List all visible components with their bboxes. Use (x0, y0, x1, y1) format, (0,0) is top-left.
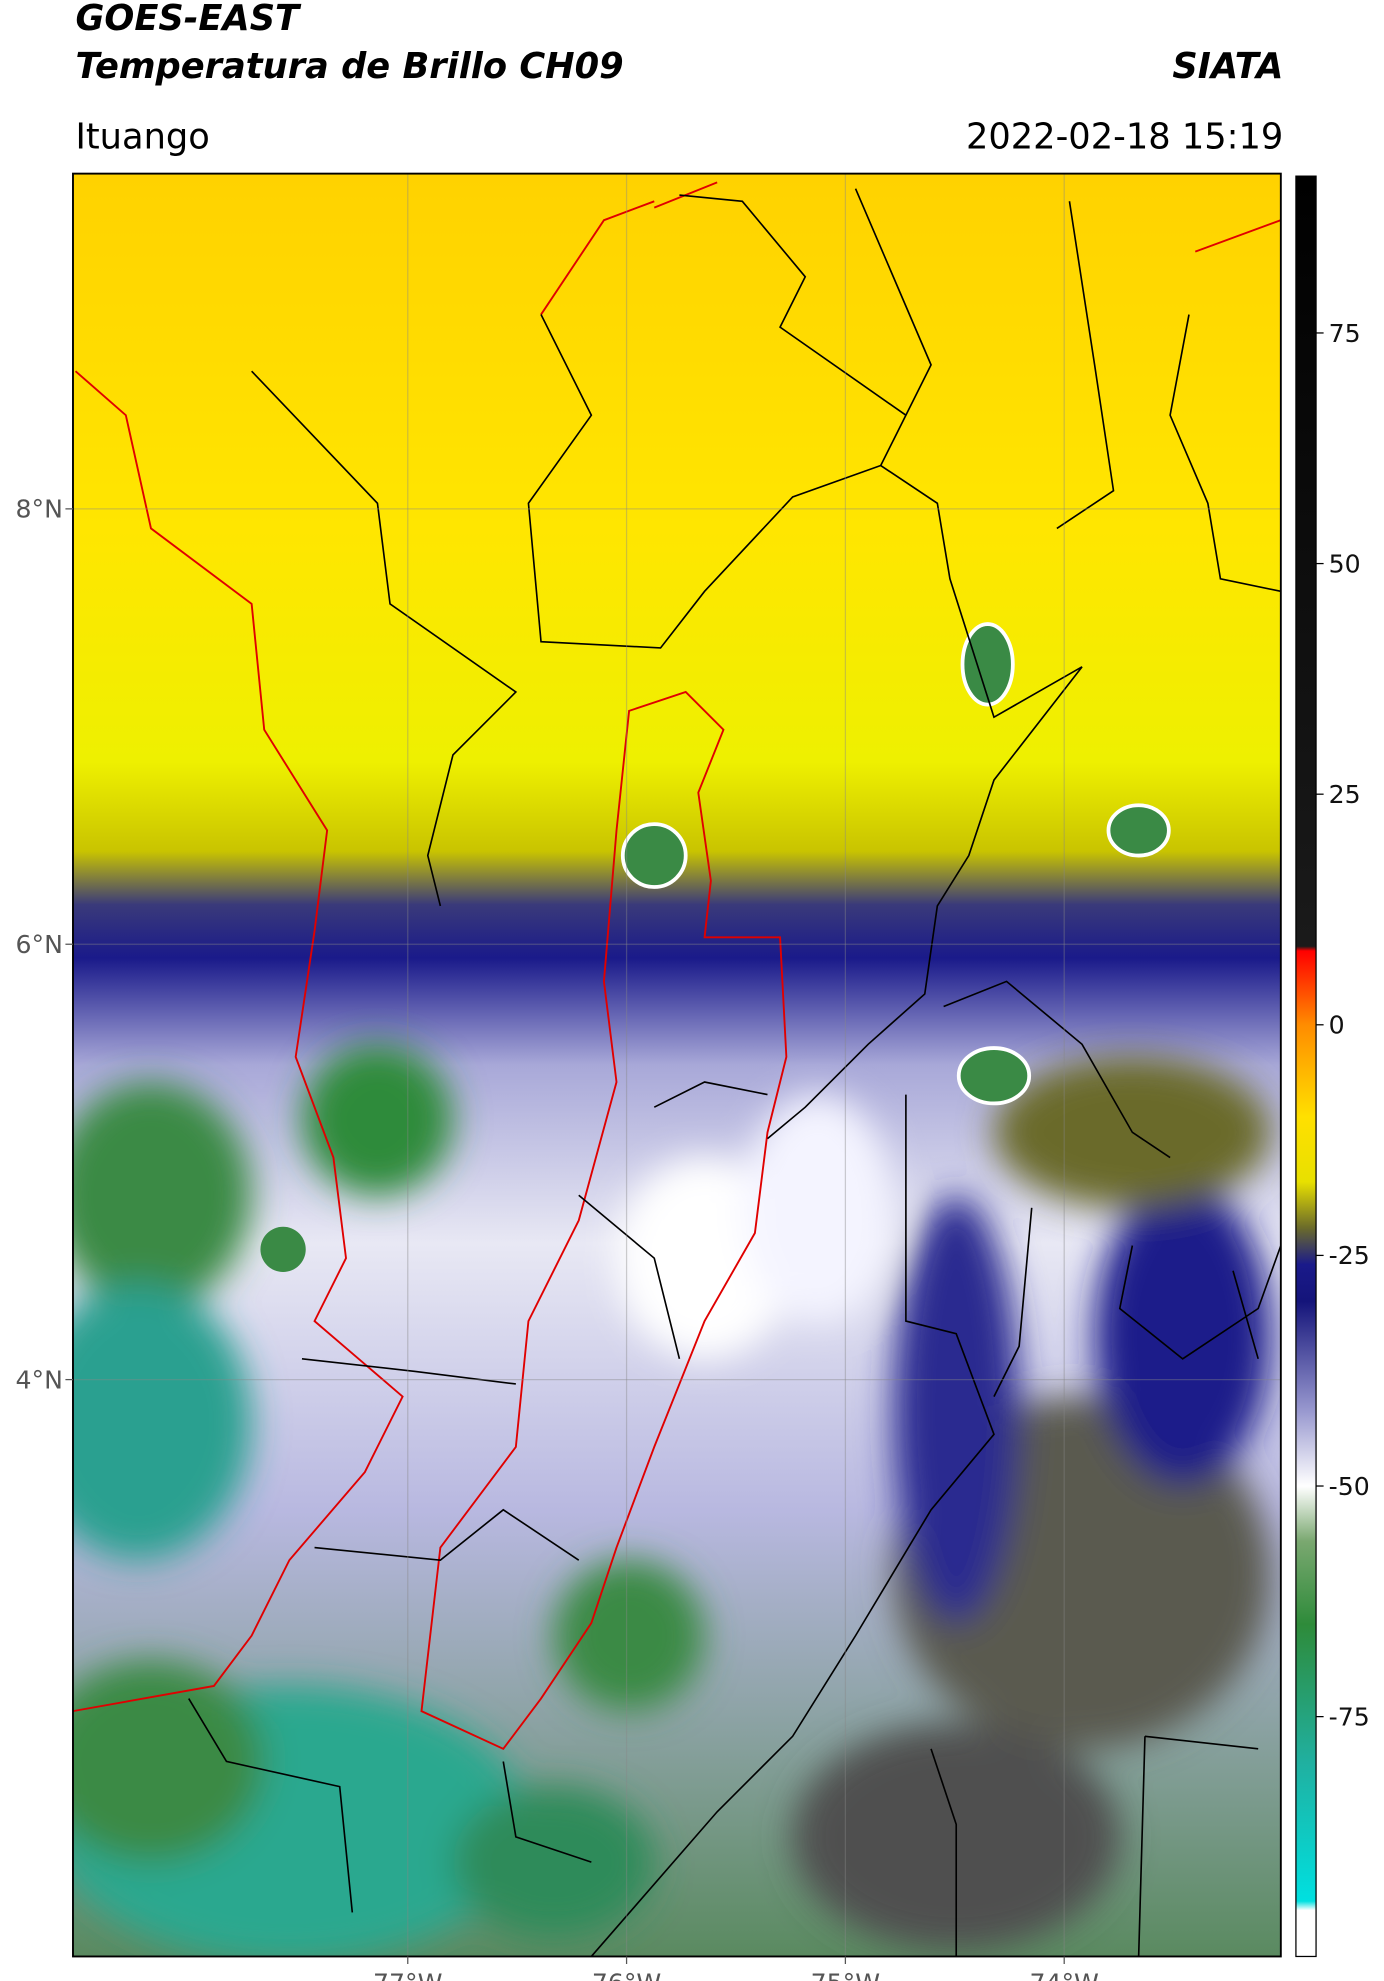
colorbar-tick-label: 50 (1329, 549, 1361, 578)
colorbar-tick-label: -25 (1329, 1241, 1370, 1270)
subtitle: Temperatura de Brillo CH09 (75, 46, 623, 87)
x-tick-label: 75°W (811, 1969, 881, 1981)
colorbar-tick-label: 0 (1329, 1011, 1345, 1040)
datetime: 2022-02-18 15:19 (966, 116, 1283, 157)
y-tick-label: 8°N (16, 495, 63, 524)
y-tick-label: 4°N (16, 1365, 63, 1394)
x-tick-label: 77°W (373, 1969, 443, 1981)
grid (72, 173, 1281, 1957)
colorbar-tick-label: -75 (1329, 1702, 1370, 1731)
location: Ituango (75, 116, 209, 157)
x-tick-label: 74°W (1029, 1969, 1099, 1981)
satellite-image (72, 173, 1281, 1957)
colorbar-tick-label: 25 (1329, 780, 1361, 809)
colorbar-tick-label: -50 (1329, 1472, 1370, 1501)
title: GOES-EAST (75, 0, 302, 39)
colorbar-tick-label: 75 (1329, 319, 1361, 348)
map-frame (72, 172, 1282, 1958)
y-tick-label: 6°N (16, 930, 63, 959)
brand: SIATA (1172, 46, 1283, 87)
x-tick-label: 76°W (592, 1969, 662, 1981)
colorbar (1295, 175, 1317, 1958)
